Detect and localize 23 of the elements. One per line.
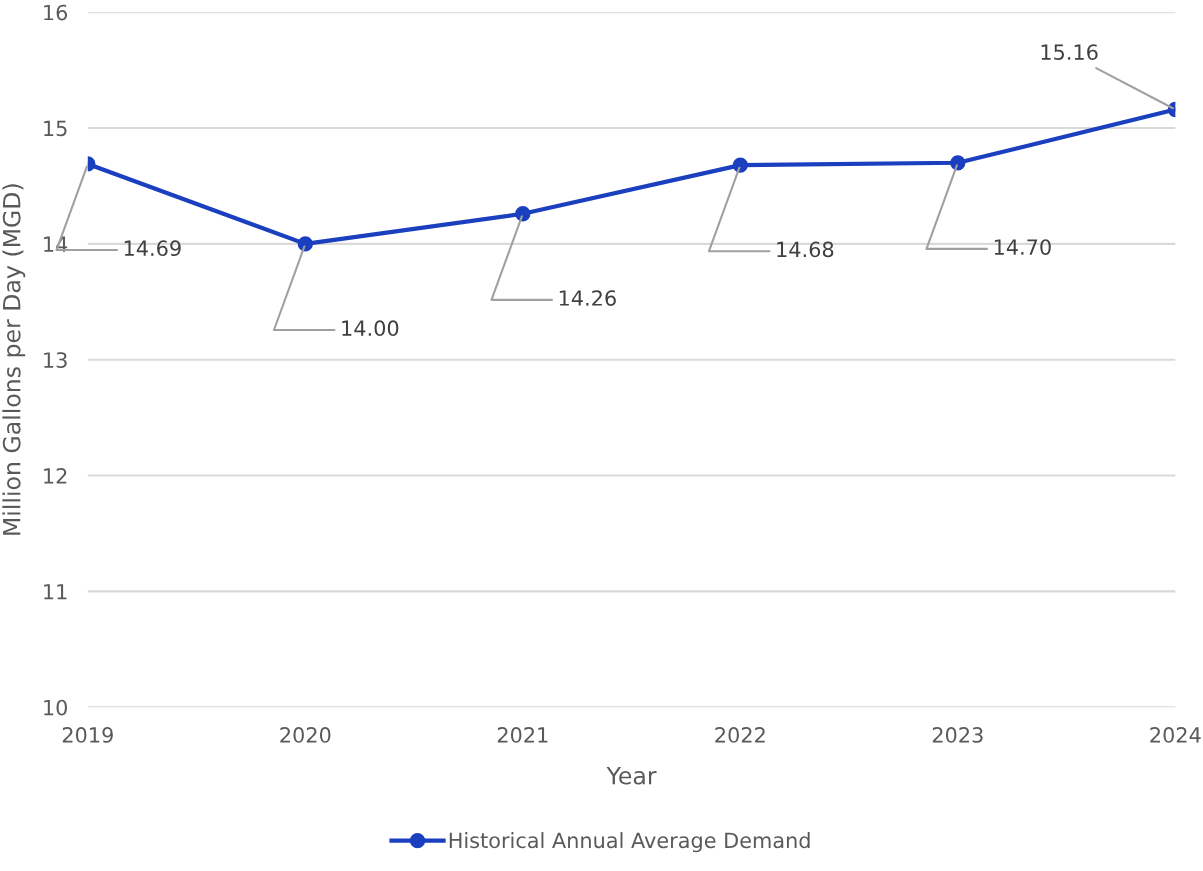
x-tick-label: 2019 <box>62 727 113 743</box>
x-tick-label: 2023 <box>932 727 983 743</box>
data-label: 14.00 <box>342 320 399 337</box>
legend-label: Historical Annual Average Demand <box>449 832 810 853</box>
x-tick-label: 2022 <box>715 727 765 743</box>
point <box>732 157 748 173</box>
y-tick-label: 15 <box>44 120 67 137</box>
y-tick-label: 12 <box>44 468 67 484</box>
x-tick-label: 2020 <box>280 727 331 743</box>
y-tick-label: 16 <box>44 4 68 21</box>
point <box>515 206 531 222</box>
y-tick-label: 13 <box>44 352 67 368</box>
y-axis-title: Million Gallons per Day (MGD) <box>2 184 26 535</box>
x-axis-title: Year <box>606 767 657 785</box>
x-tick-label: 2021 <box>497 727 548 743</box>
x-tick-label: 2024 <box>1150 727 1201 743</box>
data-label: 14.68 <box>777 241 834 258</box>
data-label: 14.26 <box>559 290 616 306</box>
data-label: 14.70 <box>994 239 1051 255</box>
y-tick-label: 11 <box>44 584 67 600</box>
data-label: 15.16 <box>1041 44 1098 60</box>
data-label: 14.69 <box>124 240 181 257</box>
y-tick-label: 10 <box>44 699 67 716</box>
